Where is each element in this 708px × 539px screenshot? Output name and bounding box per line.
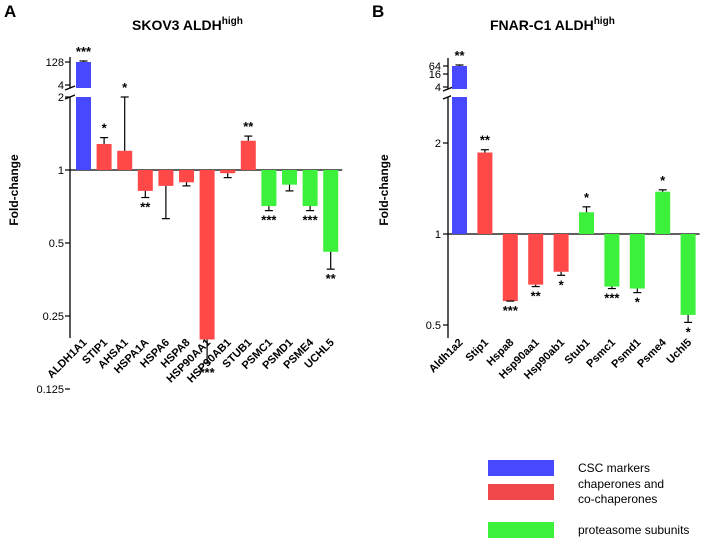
panel-a-bar-hspa6 <box>158 170 174 186</box>
panel-a-sig-label: ** <box>243 119 254 134</box>
panel-b-sig-label: *** <box>503 303 519 318</box>
panel-b-ytick-label: 0.5 <box>426 320 441 332</box>
panel-a-bar-stip1 <box>96 144 112 170</box>
panel-a-ytick-label: 1 <box>58 165 64 177</box>
panel-a-ylabel: Fold-change <box>7 154 21 226</box>
panel-a-axis-break-mark <box>64 85 76 91</box>
panel-b-bar-hsp90aa1 <box>528 234 544 285</box>
panel-b-bar-stip1 <box>477 152 493 234</box>
panel-b-ylabel: Fold-change <box>377 154 391 226</box>
legend-label-chap: co-chaperones <box>578 492 657 506</box>
panel-b-letter: B <box>372 2 384 21</box>
panel-a-ytick-label: 128 <box>46 57 64 69</box>
panel-a-bar-hspa1a <box>137 170 153 191</box>
panel-a-bar-ahsa1 <box>117 150 133 170</box>
panel-a-sig-label: ** <box>326 271 337 286</box>
panel-a-ytick-label: 0.5 <box>49 238 64 250</box>
panel-a-sig-label: ** <box>140 200 151 215</box>
panel-a-title-main: SKOV3 ALDH <box>132 17 222 33</box>
panel-b-chart: 416640.512**Aldh1a2**Stip1***Hspa8**Hsp9… <box>426 48 700 382</box>
panel-a-sig-label: *** <box>200 365 216 380</box>
legend-label-prot: proteasome subunits <box>578 523 689 537</box>
panel-b-title-main: FNAR-C1 ALDH <box>490 17 594 33</box>
panel-b-sig-label: ** <box>480 133 491 148</box>
panel-a-sig-label: *** <box>76 44 92 59</box>
panel-b-ytick-label: 2 <box>435 138 441 150</box>
panel-a-chart: 41280.1250.250.512***ALDH1A1*STIP1*AHSA1… <box>36 44 343 396</box>
panel-a-bar-psme4 <box>302 170 318 207</box>
panel-b-sig-label: * <box>660 173 666 188</box>
panel-a-sig-label: *** <box>261 213 277 228</box>
panel-b-category-label: Psme4 <box>635 336 669 370</box>
panel-b-bar-uchl5 <box>680 234 696 315</box>
panel-a-ytick-label: 4 <box>58 80 64 92</box>
panel-b-bar-psmc1 <box>604 234 620 287</box>
panel-b-bar-hsp90ab1 <box>553 234 569 272</box>
panel-b-bar-aldh1a2 <box>452 66 467 234</box>
panel-b-bar-stub1 <box>579 212 594 234</box>
panel-b-ytick-label: 4 <box>435 82 441 94</box>
legend-swatch-csc <box>488 460 554 476</box>
panel-b-sig-label: * <box>635 295 641 310</box>
panel-a-bar-hsp90ab1 <box>220 170 236 174</box>
panel-b-ytick-label: 1 <box>435 229 441 241</box>
panel-b-sig-label: * <box>559 277 565 292</box>
panel-a-letter: A <box>4 2 16 21</box>
panel-a-bar-aldh1a1 <box>76 62 91 170</box>
panel-a-sig-label: *** <box>303 213 319 228</box>
panel-b-sig-label: ** <box>454 48 465 63</box>
panel-b-bar-break-gap <box>451 89 468 97</box>
panel-a-bar-psmd1 <box>282 170 297 185</box>
panel-a-title: SKOV3 ALDHhigh <box>132 16 243 33</box>
panel-b-sig-label: *** <box>604 291 620 306</box>
panel-a-bar-psmc1 <box>261 170 277 207</box>
panel-b-sig-label: ** <box>531 289 542 304</box>
panel-b-bar-psme4 <box>655 191 671 234</box>
panel-b-sig-label: * <box>686 324 692 339</box>
panel-b-ytick-label: 64 <box>429 61 441 73</box>
panel-a-bar-break-gap <box>75 88 92 97</box>
panel-a-ytick-label: 0.125 <box>36 384 64 396</box>
panel-a-ytick-label: 0.25 <box>43 311 64 323</box>
panel-b-category-label: Aldh1a2 <box>427 337 466 376</box>
legend-swatch-prot <box>488 522 554 538</box>
panel-b-sig-label: * <box>584 190 590 205</box>
panel-a-sig-label: * <box>122 80 128 95</box>
panel-b-title-sup: high <box>594 16 615 27</box>
panel-b-category-label: Uchl5 <box>665 337 695 367</box>
panel-b-bar-psmd1 <box>629 234 645 289</box>
panel-b-axis-break-mark <box>442 86 454 92</box>
panel-a-sig-label: * <box>102 121 108 136</box>
panel-a-bar-uchl5 <box>323 170 339 252</box>
panel-b-ytick-label: 16 <box>429 69 441 81</box>
legend-label-csc: CSC markers <box>578 461 650 475</box>
legend-swatch-chap <box>488 484 554 500</box>
panel-a-title-sup: high <box>222 16 243 27</box>
panel-b-bar-hspa8 <box>502 234 518 302</box>
panel-a-bar-hspa8 <box>179 170 194 183</box>
panel-b-title: FNAR-C1 ALDHhigh <box>490 16 615 33</box>
panel-a-bar-hsp90aa1 <box>199 170 215 340</box>
legend-label-chap: chaperones and <box>578 477 664 491</box>
panel-a-bar-stub1 <box>240 140 256 170</box>
panel-a-ytick-label: 2 <box>58 92 64 104</box>
